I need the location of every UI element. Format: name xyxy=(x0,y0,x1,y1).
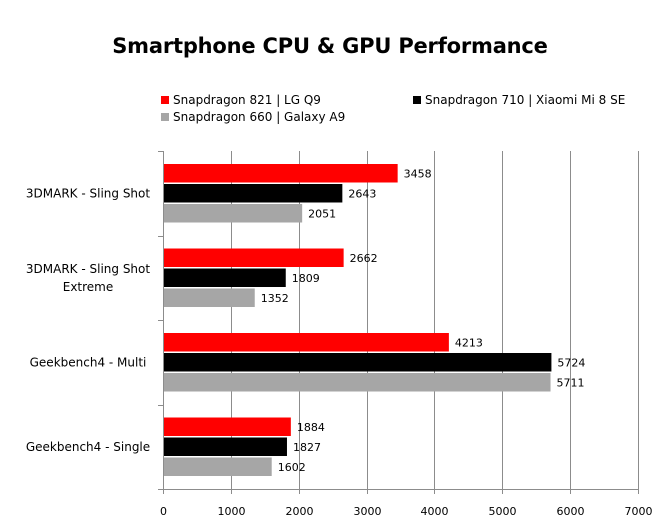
data-label: 2662 xyxy=(350,252,378,265)
data-label: 1352 xyxy=(261,292,289,305)
category-label: Extreme xyxy=(63,280,114,294)
bar xyxy=(163,248,344,267)
bar xyxy=(163,268,286,287)
legend-label: Snapdragon 821 | LG Q9 xyxy=(173,93,321,107)
bar xyxy=(163,204,303,223)
x-tick-label: 2000 xyxy=(286,505,314,518)
bar xyxy=(163,353,552,372)
bar xyxy=(163,184,343,203)
category-label: 3DMARK - Sling Shot xyxy=(26,186,150,200)
bar xyxy=(163,164,398,183)
bar xyxy=(163,417,291,436)
bar xyxy=(163,288,255,307)
x-tick-label: 6000 xyxy=(557,505,585,518)
data-label: 4213 xyxy=(455,336,483,349)
legend-label: Snapdragon 660 | Galaxy A9 xyxy=(173,110,346,124)
bar xyxy=(163,457,272,476)
data-label: 1809 xyxy=(292,272,320,285)
legend-swatch-red xyxy=(161,96,169,104)
data-label: 1827 xyxy=(293,441,321,454)
legend-item-snapdragon-660: Snapdragon 660 | Galaxy A9 xyxy=(161,110,345,124)
bar xyxy=(163,373,551,392)
x-tick-label: 0 xyxy=(160,505,167,518)
legend-item-snapdragon-821: Snapdragon 821 | LG Q9 xyxy=(161,93,321,107)
x-tick-label: 3000 xyxy=(354,505,382,518)
data-label: 3458 xyxy=(404,167,432,180)
bar xyxy=(163,333,449,352)
chart-title: Smartphone CPU & GPU Performance xyxy=(112,34,548,58)
category-label: 3DMARK - Sling Shot xyxy=(26,262,150,276)
data-label: 1884 xyxy=(297,421,325,434)
legend-label: Snapdragon 710 | Xiaomi Mi 8 SE xyxy=(425,93,626,107)
bar xyxy=(163,437,287,456)
x-tick-label: 1000 xyxy=(218,505,246,518)
x-tick-label: 7000 xyxy=(625,505,653,518)
data-label: 5711 xyxy=(557,376,585,389)
legend-item-snapdragon-710: Snapdragon 710 | Xiaomi Mi 8 SE xyxy=(413,93,625,107)
category-label: Geekbench4 - Multi xyxy=(30,355,147,369)
x-tick-label: 5000 xyxy=(489,505,517,518)
data-label: 5724 xyxy=(557,356,585,369)
category-label: Geekbench4 - Single xyxy=(26,440,150,454)
data-label: 1602 xyxy=(278,461,306,474)
x-tick-label: 4000 xyxy=(421,505,449,518)
data-label: 2051 xyxy=(308,207,336,220)
data-label: 2643 xyxy=(348,187,376,200)
legend-swatch-gray xyxy=(161,113,169,121)
legend-swatch-black xyxy=(413,96,421,104)
